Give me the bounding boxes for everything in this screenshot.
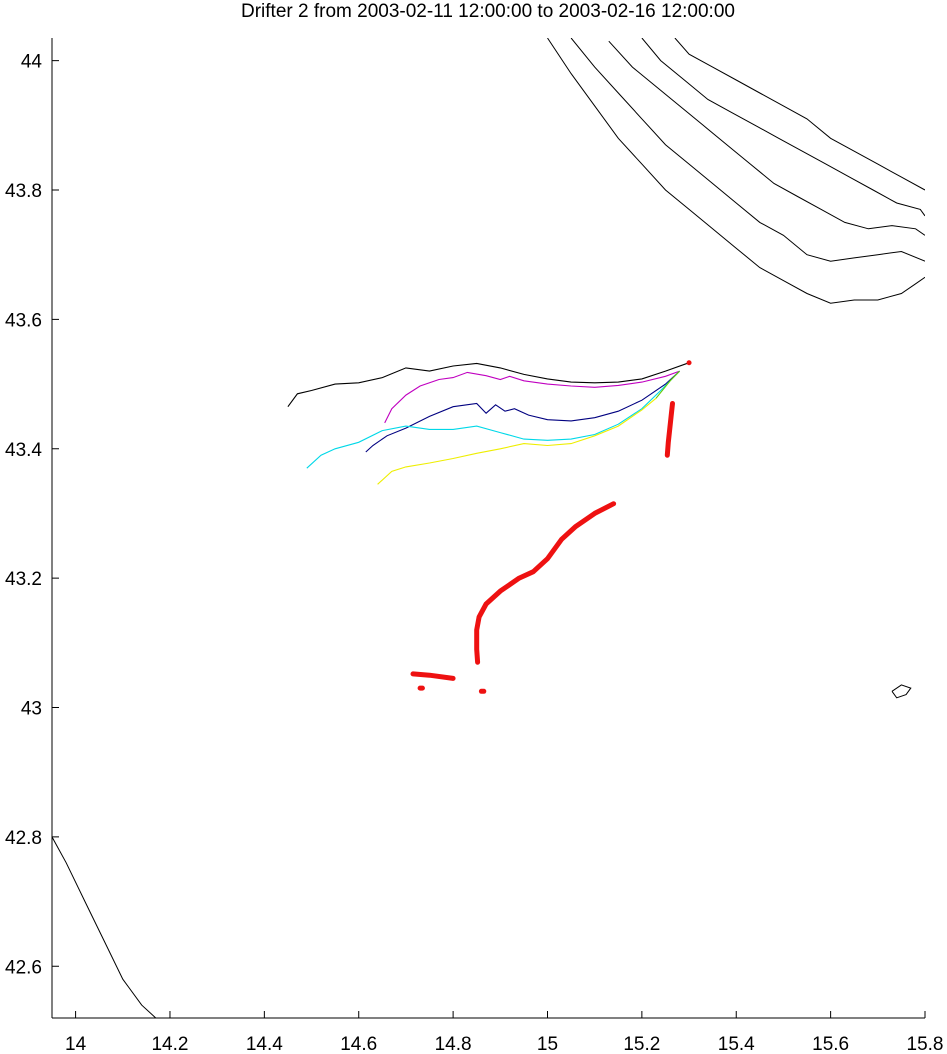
- coastline-2: [608, 40, 925, 236]
- model-track-magenta: [384, 370, 680, 424]
- release-point-marker: [686, 360, 692, 366]
- coastline-0: [547, 38, 925, 304]
- y-tick-label: 42.8: [5, 828, 42, 849]
- y-axis-ticks: 42.6 42.8 43 43.2 43.4 43.6 43.8 44: [5, 52, 59, 978]
- x-tick-label: 15.4: [718, 1034, 755, 1054]
- x-tick-label: 14.4: [246, 1034, 283, 1054]
- coastline-1: [570, 38, 925, 262]
- observed-track-segment-1: [474, 501, 617, 665]
- coastline-6: [891, 684, 912, 699]
- y-tick-label: 43.2: [5, 569, 42, 590]
- coastline-5: [52, 836, 157, 1018]
- y-tick-label: 42.6: [5, 957, 42, 978]
- x-tick-label: 15.6: [812, 1034, 849, 1054]
- model-tracks-layer: [287, 362, 690, 485]
- model-track-cyan: [306, 370, 680, 469]
- coastline-4: [674, 38, 925, 191]
- axes: [51, 38, 925, 1019]
- x-axis-ticks: 14 14.2 14.4 14.6 14.8 15 15.2 15.4 15.6 15.8: [65, 1011, 943, 1054]
- y-tick-label: 43.4: [5, 440, 42, 461]
- model-track-yellow: [377, 397, 657, 485]
- coastline-3: [641, 38, 925, 217]
- model-track-navy: [365, 370, 680, 453]
- x-tick-label: 14.6: [340, 1034, 377, 1054]
- observed-track-segment-2: [410, 671, 456, 681]
- y-tick-label: 43: [21, 699, 42, 720]
- x-tick-label: 14: [65, 1034, 87, 1054]
- x-tick-label: 14.2: [151, 1034, 188, 1054]
- coastline-layer: [52, 38, 925, 1018]
- plot-title: Drifter 2 from 2003-02-11 12:00:00 to 20…: [241, 1, 735, 22]
- x-tick-label: 15: [537, 1034, 558, 1054]
- observed-track-layer: [410, 360, 692, 694]
- y-tick-label: 43.6: [5, 310, 42, 331]
- y-tick-label: 44: [21, 52, 43, 73]
- model-track-green: [655, 370, 680, 399]
- x-tick-label: 14.8: [435, 1034, 472, 1054]
- x-tick-label: 15.2: [623, 1034, 660, 1054]
- observed-track-segment-0: [664, 401, 675, 458]
- y-tick-label: 43.8: [5, 181, 42, 202]
- x-tick-label: 15.8: [907, 1034, 944, 1054]
- model-track-black: [287, 362, 690, 408]
